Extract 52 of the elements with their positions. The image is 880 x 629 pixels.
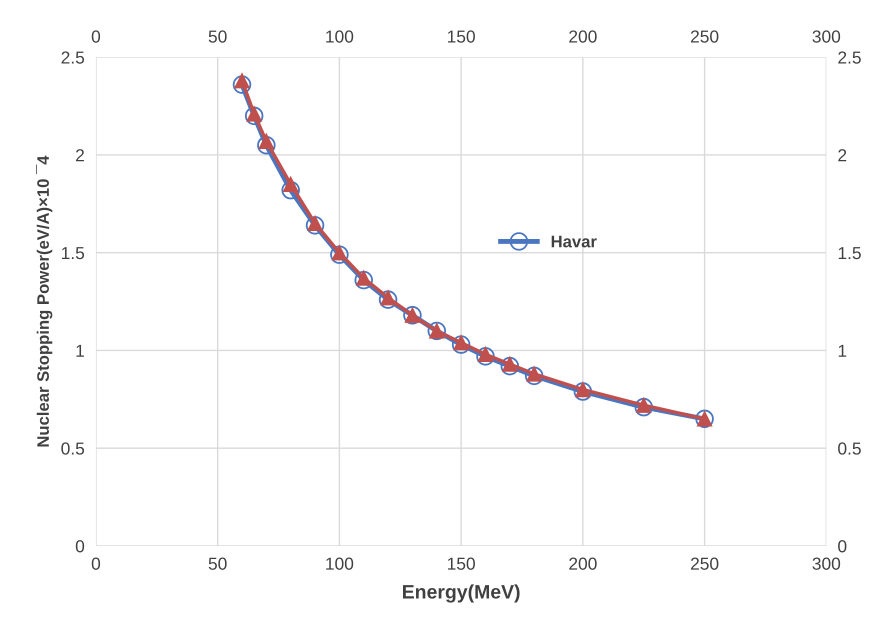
y2-tick-label: 2 [838, 149, 846, 162]
point [575, 382, 590, 398]
x-tick-label: 100 [326, 558, 354, 570]
point [478, 346, 494, 362]
point [330, 245, 349, 264]
x2-tick-label: 300 [812, 30, 840, 43]
point [380, 290, 396, 306]
y2-tick-label: 1 [838, 344, 846, 357]
y2-tick-label: 1.5 [838, 247, 861, 260]
x-tick-label: 200 [569, 558, 597, 570]
y2-tick-label: 0 [838, 540, 846, 552]
y-axis-title: Nuclear Stopping Power(eV/A)×10 ¯4 [36, 156, 52, 447]
point [453, 335, 469, 350]
point [306, 216, 324, 235]
x-axis-title: Energy(MeV) [403, 584, 520, 603]
x2-tick-label: 200 [569, 30, 597, 43]
point [378, 290, 398, 309]
x2-tick-label: 50 [208, 30, 227, 43]
point [354, 270, 373, 290]
point [452, 335, 470, 354]
point [524, 366, 544, 386]
x-tick-label: 300 [812, 558, 840, 570]
x-tick-label: 150 [448, 558, 475, 570]
point [246, 106, 262, 122]
x2-tick-label: 150 [448, 30, 475, 43]
y-tick-label: 2.5 [62, 51, 84, 64]
x2-tick-label: 0 [92, 30, 100, 43]
point [234, 73, 250, 88]
y-tick-label: 1 [76, 344, 84, 357]
x-tick-label: 250 [690, 558, 718, 570]
point [634, 398, 653, 416]
x2-tick-label: 100 [326, 30, 354, 43]
y2-tick-label: 2.5 [838, 51, 861, 64]
point [332, 245, 348, 260]
x2-tick-label: 250 [690, 30, 718, 43]
point [232, 75, 252, 94]
y-tick-label: 2 [76, 149, 84, 162]
y-tick-label: 1.5 [62, 247, 84, 260]
legend-label: Havar [552, 236, 597, 248]
y2-tick-label: 0.5 [838, 442, 861, 455]
point [281, 180, 300, 200]
point [500, 356, 520, 376]
x-tick-label: 50 [208, 558, 227, 570]
y-tick-label: 0 [76, 540, 84, 552]
point [307, 216, 323, 232]
y-tick-label: 0.5 [61, 442, 84, 455]
point [574, 382, 592, 401]
point [526, 366, 542, 382]
point [257, 136, 276, 154]
point [244, 106, 264, 126]
x-tick-label: 0 [92, 558, 100, 570]
point [476, 347, 495, 366]
